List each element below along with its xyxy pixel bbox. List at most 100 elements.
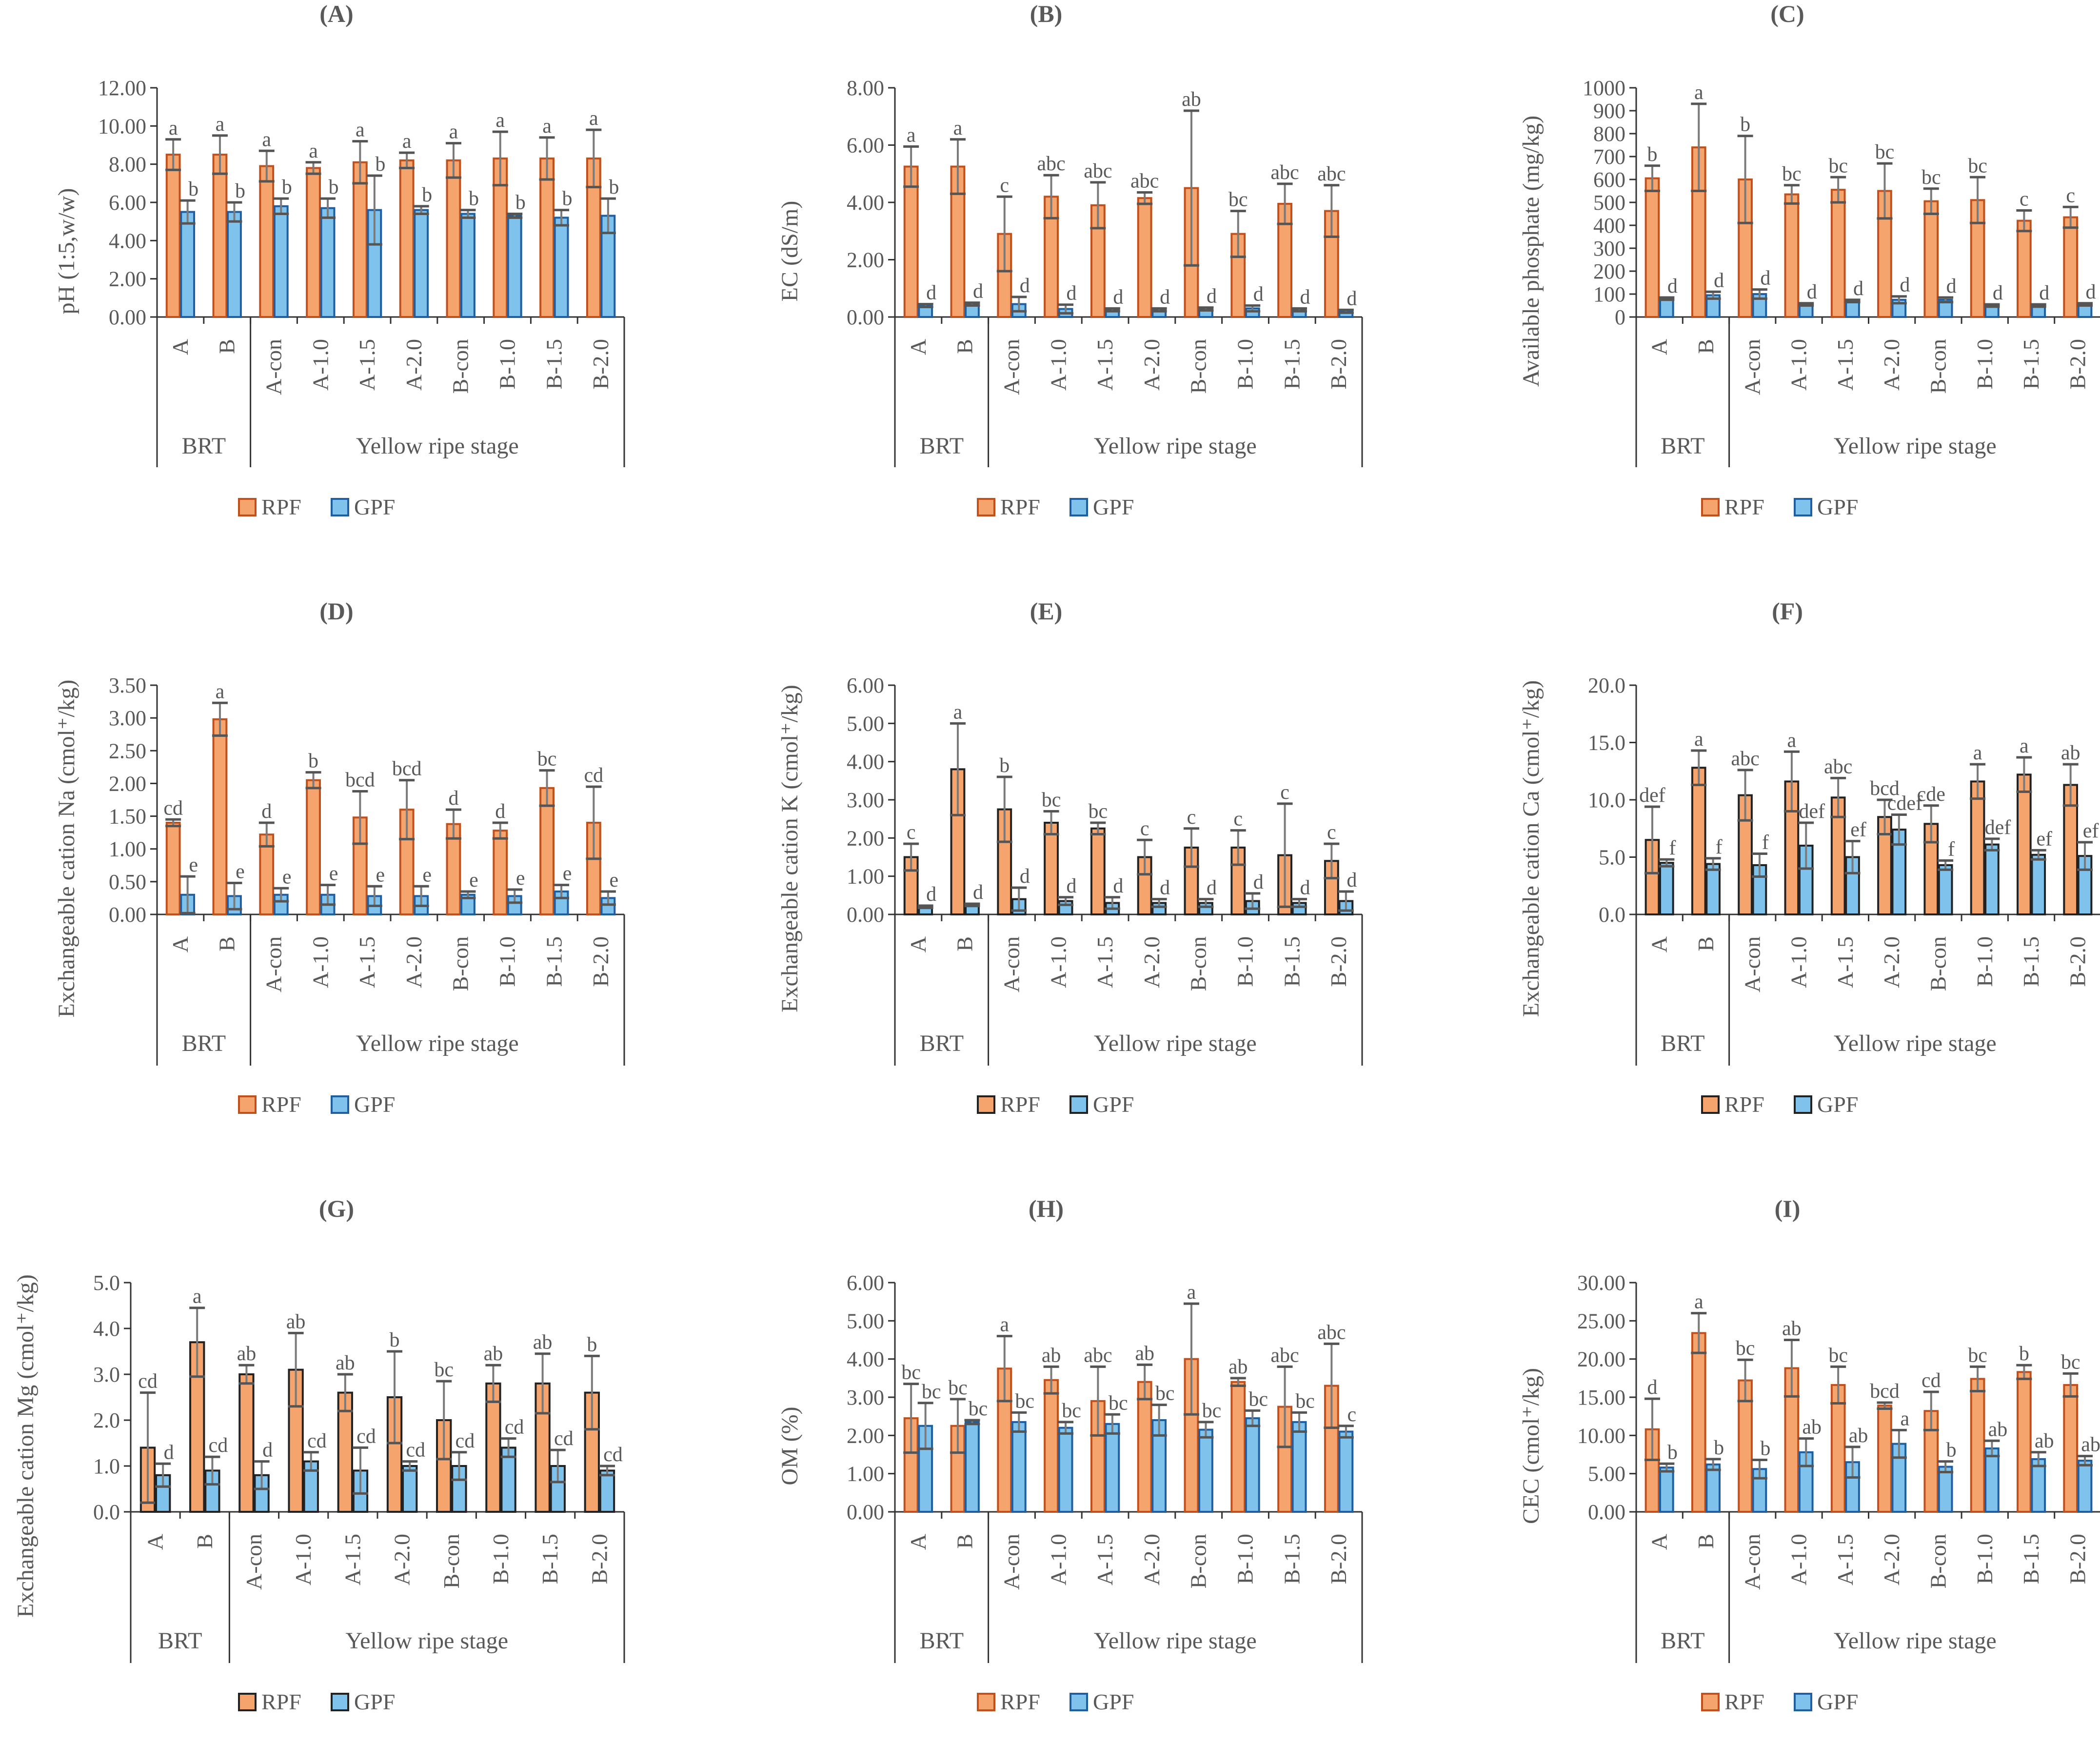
significance-letter: bc xyxy=(1062,1400,1081,1422)
category-label: B-2.0 xyxy=(588,936,613,987)
category-label: B xyxy=(952,936,977,951)
category-label: B-con xyxy=(1925,339,1950,394)
significance-letter: e xyxy=(236,861,245,883)
y-tick-label: 12.00 xyxy=(98,76,146,100)
bar-rpf-a-1.5 xyxy=(1830,189,1846,318)
category-label: A-con xyxy=(1740,339,1764,395)
significance-letter: cdef xyxy=(1887,792,1922,815)
significance-letter: cd xyxy=(307,1430,327,1452)
y-tick-label: 5.00 xyxy=(847,1309,884,1333)
significance-letter: d xyxy=(2086,281,2096,303)
chart-panel-d: (D) 0.00 0.50 1.00 1.50 2.00 2.50 3.00 3.50 Excha… xyxy=(54,597,625,1117)
legend-label-gpf: GPF xyxy=(1093,1092,1134,1117)
category-label: B-1.0 xyxy=(495,936,520,987)
significance-letter: a xyxy=(1694,728,1704,751)
category-label: A-con xyxy=(1740,936,1764,992)
chart-panel-g: (G) 0.0 1.0 2.0 3.0 4.0 5.0 Exchangeable cation… xyxy=(13,1195,625,1714)
y-tick-label: 5.0 xyxy=(93,1271,120,1295)
legend-label-gpf: GPF xyxy=(1093,1689,1134,1714)
significance-letter: b xyxy=(1740,114,1750,136)
bar-rpf-a xyxy=(165,154,181,318)
bar-rpf-a-2.0 xyxy=(1137,197,1152,318)
bar-rpf-b-1.0 xyxy=(485,1382,501,1513)
significance-letter: b xyxy=(390,1329,400,1351)
significance-letter: b xyxy=(329,176,339,198)
bar-rpf-a-1.5 xyxy=(1830,1384,1846,1513)
y-tick-label: 8.00 xyxy=(847,76,884,100)
group-label-brt: BRT xyxy=(1661,1030,1704,1056)
bar-gpf-b-con xyxy=(1198,1428,1213,1513)
significance-letter: bc xyxy=(1736,1337,1755,1360)
y-tick-label: 15.0 xyxy=(1588,731,1625,755)
y-tick-label: 0.0 xyxy=(1599,903,1625,927)
significance-letter: b xyxy=(609,176,619,198)
category-label: B-1.5 xyxy=(541,339,566,390)
bar-gpf-b-1.0 xyxy=(1245,1417,1260,1513)
significance-letter: bc xyxy=(2061,1351,2080,1373)
bar-rpf-a-1.5 xyxy=(1090,204,1106,318)
significance-letter: c xyxy=(907,821,916,844)
bar-gpf-b-1.5 xyxy=(2031,853,2046,916)
bar-rpf-b-1.0 xyxy=(1230,1381,1246,1513)
bar-rpf-a-con xyxy=(259,165,275,318)
category-label: A-2.0 xyxy=(1139,936,1164,988)
significance-letter: b xyxy=(469,188,479,210)
category-label: A-2.0 xyxy=(401,936,426,988)
legend-swatch-gpf xyxy=(1070,1693,1088,1711)
bar-rpf-b-1.0 xyxy=(1970,1378,1985,1513)
bar-gpf-a-2.0 xyxy=(402,1465,418,1513)
significance-letter: d xyxy=(2039,282,2049,304)
significance-letter: a xyxy=(216,113,225,136)
legend-label-gpf: GPF xyxy=(354,495,395,519)
bar-rpf-a-1.5 xyxy=(352,161,368,318)
bar-gpf-a-con xyxy=(1752,864,1767,915)
significance-letter: b xyxy=(587,1333,597,1356)
category-label: B-2.0 xyxy=(1326,339,1351,390)
legend-label-gpf: GPF xyxy=(354,1689,395,1714)
category-label: B-1.0 xyxy=(488,1534,513,1585)
bar-gpf-b-con xyxy=(460,213,475,318)
category-label: A xyxy=(906,1534,931,1550)
y-tick-label: 0.0 xyxy=(93,1500,120,1524)
category-label: B-1.5 xyxy=(2019,936,2043,987)
category-label: B-1.0 xyxy=(1233,936,1258,987)
legend-swatch-gpf xyxy=(1794,1693,1812,1711)
bar-gpf-b xyxy=(1705,1463,1721,1513)
significance-letter: cd xyxy=(406,1439,425,1462)
bar-rpf-a xyxy=(903,165,919,318)
significance-letter: b xyxy=(2019,1343,2029,1365)
category-label: B-con xyxy=(1186,339,1211,394)
significance-letter: e xyxy=(610,869,619,891)
significance-letter: cd xyxy=(603,1444,623,1466)
bar-gpf-a-1.0 xyxy=(1058,1426,1073,1513)
significance-letter: d xyxy=(1853,277,1863,300)
category-label: B-con xyxy=(439,1534,464,1588)
significance-letter: a xyxy=(356,119,365,141)
significance-letter: ab xyxy=(1042,1344,1061,1367)
y-tick-label: 800 xyxy=(1593,122,1625,146)
group-label-yellow-ripe: Yellow ripe stage xyxy=(356,1030,519,1056)
y-axis-title: Exchangeable cation Mg (cmol⁺/kg) xyxy=(13,1274,39,1618)
significance-letter: e xyxy=(376,864,385,886)
significance-letter: d xyxy=(1207,285,1217,308)
significance-letter: bc xyxy=(434,1359,454,1381)
panel-title: (I) xyxy=(1775,1195,1801,1222)
y-tick-label: 0 xyxy=(1615,305,1625,329)
significance-letter: d xyxy=(448,787,458,810)
y-tick-label: 4.00 xyxy=(847,1347,884,1371)
significance-letter: abc xyxy=(1270,1344,1299,1367)
significance-letter: ab xyxy=(237,1343,257,1365)
y-tick-label: 4.00 xyxy=(109,229,146,253)
significance-letter: e xyxy=(563,863,572,885)
bar-rpf-a-2.0 xyxy=(1137,1381,1152,1513)
significance-letter: b xyxy=(235,180,245,202)
category-label: B-2.0 xyxy=(588,339,613,390)
category-label: A-1.0 xyxy=(1046,936,1070,988)
significance-letter: def xyxy=(1799,800,1825,823)
category-label: B-1.0 xyxy=(495,339,520,390)
category-label: A-con xyxy=(999,936,1024,992)
significance-letter: a xyxy=(262,128,271,151)
significance-letter: def xyxy=(1639,784,1665,807)
y-tick-label: 0.00 xyxy=(847,305,884,329)
